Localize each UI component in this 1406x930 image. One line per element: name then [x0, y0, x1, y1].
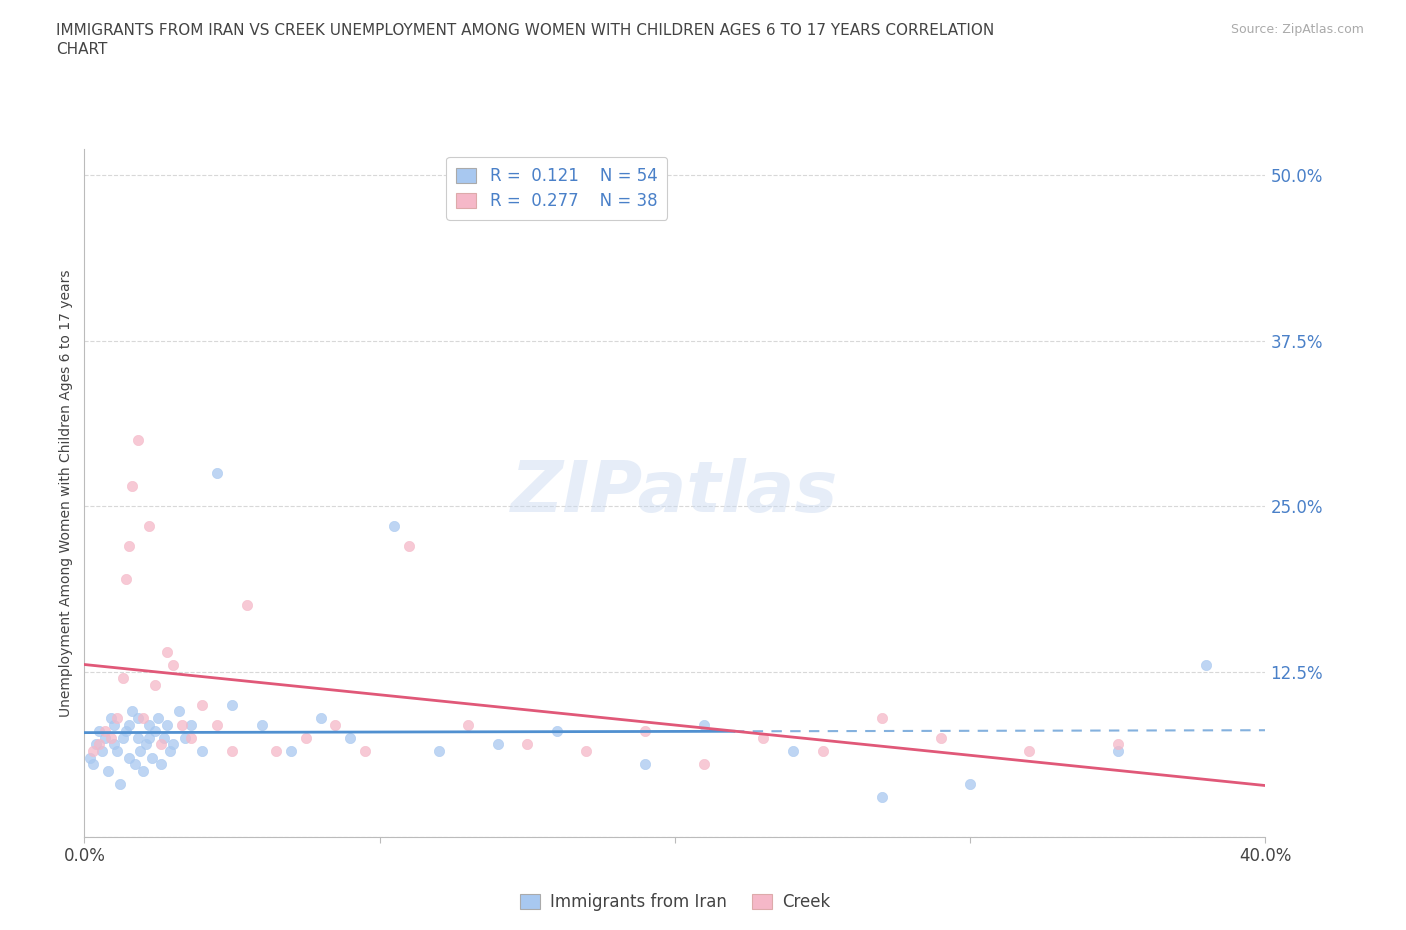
Point	[138, 717, 160, 732]
Point	[87, 737, 111, 751]
Point	[79, 751, 101, 765]
Point	[162, 737, 184, 751]
Point	[191, 698, 214, 712]
Point	[221, 698, 243, 712]
Text: IMMIGRANTS FROM IRAN VS CREEK UNEMPLOYMENT AMONG WOMEN WITH CHILDREN AGES 6 TO 1: IMMIGRANTS FROM IRAN VS CREEK UNEMPLOYME…	[56, 23, 994, 38]
Point	[235, 598, 259, 613]
Point	[295, 730, 318, 745]
Point	[170, 717, 193, 732]
Point	[111, 671, 134, 685]
Point	[114, 724, 136, 738]
Point	[94, 730, 117, 745]
Point	[870, 711, 893, 725]
Point	[103, 737, 125, 751]
Point	[111, 730, 134, 745]
Point	[870, 790, 893, 804]
Point	[205, 717, 228, 732]
Point	[114, 571, 136, 587]
Point	[156, 717, 179, 732]
Point	[693, 757, 716, 772]
Point	[103, 717, 125, 732]
Point	[457, 717, 479, 732]
Point	[191, 744, 214, 759]
Point	[486, 737, 509, 751]
Point	[323, 717, 347, 732]
Point	[1195, 658, 1218, 672]
Point	[108, 777, 131, 791]
Point	[159, 744, 181, 759]
Point	[811, 744, 834, 759]
Point	[87, 724, 111, 738]
Point	[97, 764, 120, 778]
Y-axis label: Unemployment Among Women with Children Ages 6 to 17 years: Unemployment Among Women with Children A…	[59, 269, 73, 717]
Point	[354, 744, 377, 759]
Point	[221, 744, 243, 759]
Point	[173, 730, 195, 745]
Legend: Immigrants from Iran, Creek: Immigrants from Iran, Creek	[513, 887, 837, 918]
Point	[382, 519, 406, 534]
Point	[1107, 744, 1129, 759]
Point	[129, 744, 152, 759]
Point	[121, 704, 143, 719]
Point	[94, 724, 117, 738]
Point	[82, 744, 104, 759]
Point	[205, 466, 228, 481]
Point	[150, 737, 173, 751]
Point	[516, 737, 538, 751]
Point	[143, 724, 166, 738]
Text: ZIPatlas: ZIPatlas	[512, 458, 838, 527]
Point	[135, 737, 157, 751]
Point	[118, 717, 141, 732]
Point	[143, 677, 166, 692]
Point	[167, 704, 190, 719]
Point	[141, 751, 163, 765]
Point	[150, 757, 173, 772]
Point	[634, 757, 657, 772]
Point	[752, 730, 775, 745]
Point	[132, 711, 155, 725]
Point	[100, 730, 122, 745]
Point	[138, 519, 160, 534]
Point	[132, 764, 155, 778]
Point	[575, 744, 598, 759]
Point	[546, 724, 568, 738]
Point	[127, 432, 149, 447]
Point	[250, 717, 273, 732]
Point	[398, 538, 420, 553]
Point	[339, 730, 361, 745]
Point	[162, 658, 184, 672]
Point	[124, 757, 146, 772]
Point	[427, 744, 450, 759]
Text: Source: ZipAtlas.com: Source: ZipAtlas.com	[1230, 23, 1364, 36]
Point	[127, 730, 149, 745]
Point	[118, 538, 141, 553]
Point	[180, 717, 202, 732]
Point	[91, 744, 114, 759]
Point	[782, 744, 804, 759]
Point	[1018, 744, 1040, 759]
Point	[1107, 737, 1129, 751]
Point	[959, 777, 981, 791]
Point	[84, 737, 107, 751]
Point	[264, 744, 288, 759]
Point	[156, 644, 179, 659]
Point	[105, 711, 128, 725]
Point	[121, 479, 143, 494]
Point	[280, 744, 302, 759]
Point	[153, 730, 176, 745]
Point	[634, 724, 657, 738]
Point	[100, 711, 122, 725]
Point	[929, 730, 952, 745]
Point	[138, 730, 160, 745]
Text: CHART: CHART	[56, 42, 108, 57]
Point	[309, 711, 332, 725]
Point	[148, 711, 170, 725]
Point	[693, 717, 716, 732]
Point	[127, 711, 149, 725]
Point	[118, 751, 141, 765]
Point	[180, 730, 202, 745]
Point	[82, 757, 104, 772]
Point	[105, 744, 128, 759]
